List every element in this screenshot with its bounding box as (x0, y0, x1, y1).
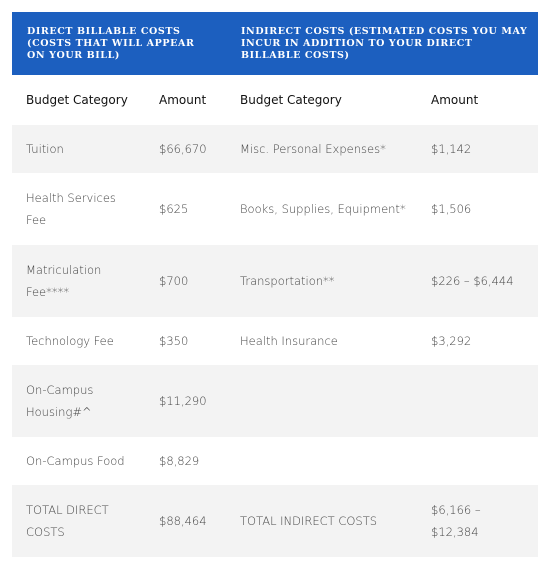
amount-cell: $625 (159, 202, 189, 216)
amount-cell: $11,290 (145, 365, 226, 437)
column-header: Budget Category (226, 75, 417, 125)
cost-table: Direct Billable Costs (Costs that will a… (12, 12, 539, 557)
category-cell: Health Insurance (240, 334, 338, 348)
category-cell: Misc. Personal Expenses* (226, 125, 417, 173)
category-cell: Books, Supplies, Equipment* (240, 202, 406, 216)
category-cell (226, 365, 417, 437)
amount-cell: $3,292 (431, 334, 472, 348)
table-row: On-Campus Housing#^ $11,290 (12, 365, 539, 437)
column-header: Amount (145, 75, 226, 125)
table-row: Matriculation Fee**** $700 Transportation*… (12, 245, 539, 317)
amount-cell: $1,142 (417, 125, 539, 173)
table-row: Health Services Fee $625 Books, Supplies, … (12, 173, 538, 245)
table-row: On-Campus Food $8,829 (12, 437, 538, 485)
category-cell: Tuition (12, 125, 145, 173)
amount-cell: $66,670 (145, 125, 226, 173)
column-header: Budget Category (12, 75, 145, 125)
amount-cell (417, 437, 538, 485)
amount-cell: $1,506 (431, 202, 472, 216)
category-cell: Transportation** (226, 245, 417, 317)
amount-cell: $6,166 – $12,384 (417, 485, 539, 557)
group-header: Direct Billable Costs (Costs that will a… (12, 12, 226, 75)
amount-cell: $350 (159, 334, 189, 348)
table-row: Technology Fee $350 Health Insurance $3,292 (12, 317, 538, 365)
category-cell (226, 437, 417, 485)
amount-cell: $8,829 (159, 454, 200, 468)
table-row: TOTAL DIRECT COSTS $88,464 TOTAL INDIRECT … (12, 485, 539, 557)
category-cell: Technology Fee (26, 334, 114, 348)
category-cell: On-Campus Food (26, 454, 125, 468)
amount-cell: $88,464 (145, 485, 226, 557)
column-header: Amount (417, 75, 539, 125)
amount-cell: $700 (145, 245, 226, 317)
category-cell: Matriculation Fee**** (12, 245, 145, 317)
amount-cell: $226 – $6,444 (417, 245, 539, 317)
category-cell: Health Services Fee (26, 191, 116, 227)
category-cell: TOTAL INDIRECT COSTS (226, 485, 417, 557)
category-cell: On-Campus Housing#^ (12, 365, 145, 437)
amount-cell (417, 365, 539, 437)
table-row: Tuition $66,670 Misc. Personal Expenses* $1… (12, 125, 539, 173)
group-header: Indirect Costs (Estimated costs you may … (226, 12, 539, 75)
category-cell: TOTAL DIRECT COSTS (12, 485, 145, 557)
